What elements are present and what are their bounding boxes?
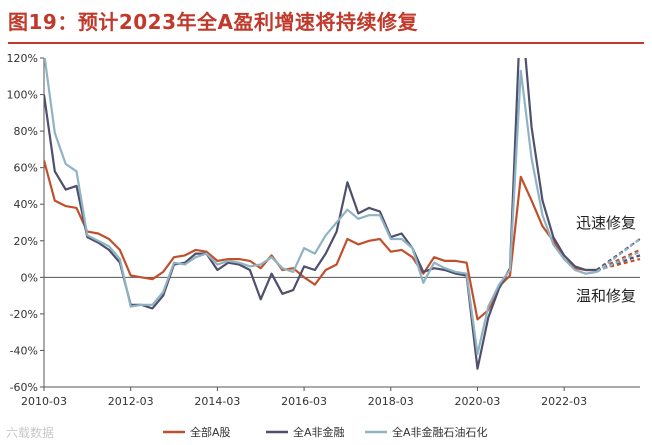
x-tick-label: 2018-03 xyxy=(368,395,414,408)
legend-label: 全A非金融石油石化 xyxy=(392,425,488,439)
forecast-line-lower xyxy=(596,250,641,273)
legend-label: 全A非金融 xyxy=(293,425,345,439)
series-line xyxy=(44,58,597,356)
chart-title: 图19：预计2023年全A盈利增速将持续修复 xyxy=(8,10,418,34)
forecast-line-upper xyxy=(595,238,641,273)
y-tick-label: -20% xyxy=(10,308,38,321)
y-tick-label: 60% xyxy=(14,162,38,175)
x-tick-label: 2010-03 xyxy=(21,395,67,408)
watermark: 六载数据 xyxy=(6,426,55,440)
x-tick-label: 2022-03 xyxy=(541,395,587,408)
y-tick-label: 20% xyxy=(14,235,38,248)
x-tick-label: 2014-03 xyxy=(194,395,240,408)
legend-label: 全部A股 xyxy=(190,425,231,439)
y-tick-label: 40% xyxy=(14,198,38,211)
y-tick-label: -40% xyxy=(10,344,38,357)
y-tick-label: 120% xyxy=(7,52,38,65)
series-line xyxy=(44,160,597,321)
x-tick-label: 2012-03 xyxy=(108,395,154,408)
x-tick-label: 2016-03 xyxy=(281,395,327,408)
y-tick-label: 0% xyxy=(21,271,38,284)
y-tick-label: -60% xyxy=(10,381,38,394)
y-tick-label: 80% xyxy=(14,125,38,138)
y-tick-label: 100% xyxy=(7,89,38,102)
x-tick-label: 2020-03 xyxy=(454,395,500,408)
annotation-upper: 迅速修复 xyxy=(576,214,636,232)
title-rule xyxy=(8,42,644,44)
annotation-lower: 温和修复 xyxy=(576,287,636,305)
